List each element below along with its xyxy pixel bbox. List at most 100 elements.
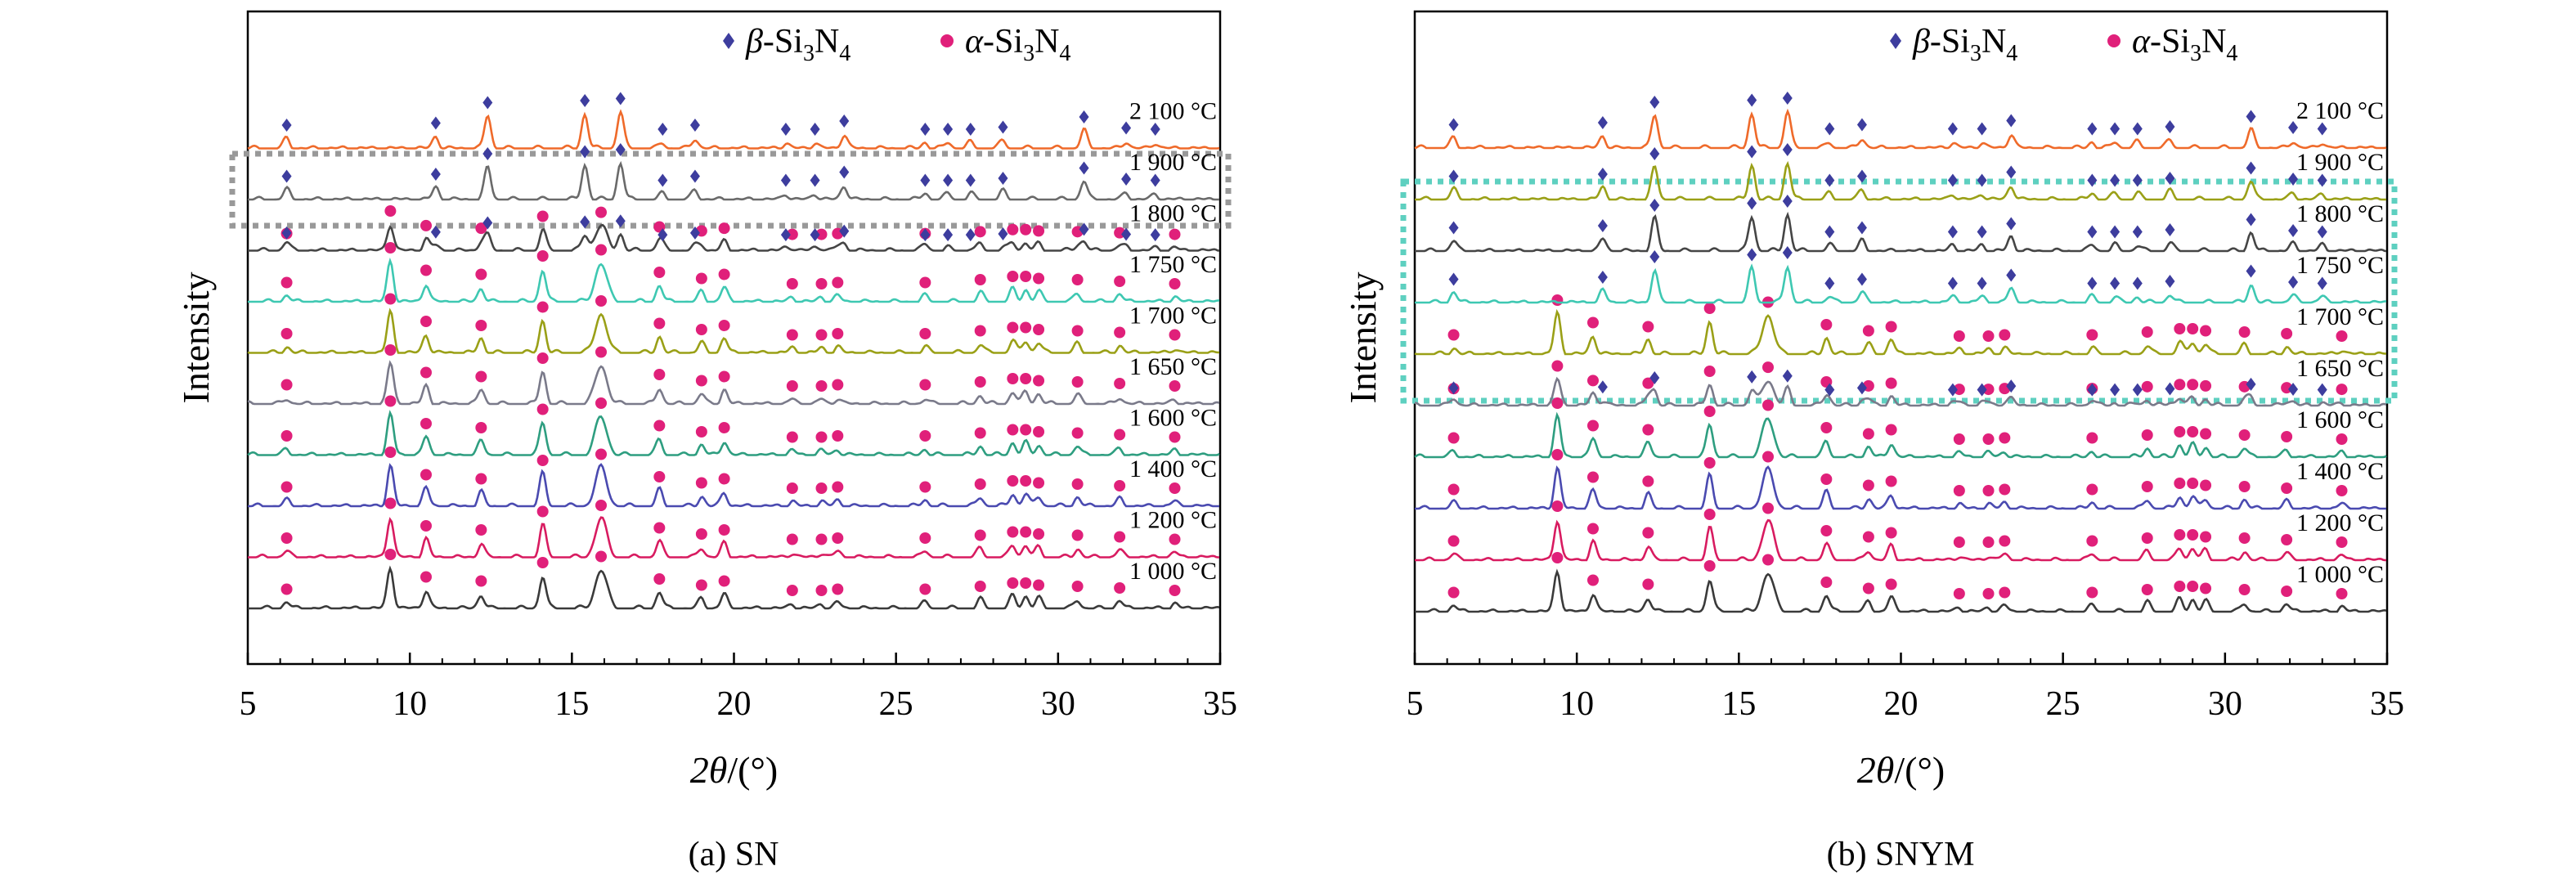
alpha-marker	[2174, 478, 2186, 489]
alpha-marker	[919, 583, 931, 595]
beta-marker	[1782, 195, 1793, 208]
x-tick-label: 15	[554, 685, 589, 723]
beta-marker	[998, 120, 1008, 134]
beta-marker	[1782, 92, 1793, 105]
alpha-marker	[718, 222, 730, 235]
alpha-marker	[653, 522, 666, 534]
alpha-marker	[1020, 475, 1032, 487]
x-tick-label: 35	[1203, 685, 1237, 723]
alpha-marker	[653, 420, 666, 432]
alpha-marker	[1020, 526, 1032, 538]
alpha-marker	[786, 228, 798, 240]
alpha-marker	[1953, 536, 1965, 548]
x-tick-label: 35	[2370, 685, 2404, 723]
series-line-1400C	[1415, 465, 2386, 510]
beta-marker	[810, 173, 820, 187]
beta-marker	[2317, 383, 2327, 397]
alpha-marker	[2187, 529, 2199, 541]
beta-marker	[2087, 383, 2098, 397]
beta-marker	[580, 94, 590, 107]
alpha-marker	[2200, 325, 2212, 337]
alpha-marker	[786, 585, 798, 596]
beta-marker	[657, 228, 668, 242]
alpha-marker	[1703, 509, 1716, 520]
beta-marker	[580, 145, 590, 159]
beta-marker	[1597, 271, 1608, 284]
beta-marker	[2288, 224, 2299, 237]
beta-marker	[1597, 380, 1608, 394]
beta-marker	[689, 119, 700, 132]
beta-marker	[1448, 221, 1459, 235]
alpha-marker	[1033, 528, 1045, 540]
beta-marker	[2132, 173, 2143, 187]
alpha-marker	[1007, 475, 1019, 487]
alpha-marker	[815, 228, 828, 240]
alpha-marker	[2141, 584, 2153, 595]
y-axis-title: Intensity	[175, 272, 217, 404]
beta-marker	[1597, 116, 1608, 129]
alpha-marker	[1447, 329, 1460, 341]
alpha-marker	[695, 426, 707, 438]
alpha-marker	[595, 448, 608, 460]
beta-marker	[2087, 122, 2098, 136]
beta-marker	[2087, 225, 2098, 239]
alpha-marker	[786, 482, 798, 494]
beta-marker	[1747, 145, 1757, 159]
series-line-1750C	[1415, 263, 2387, 304]
alpha-marker	[832, 481, 844, 493]
alpha-marker	[1703, 560, 1716, 572]
alpha-marker	[475, 222, 487, 235]
alpha-marker	[384, 344, 397, 356]
alpha-marker	[1007, 577, 1019, 589]
alpha-marker	[1020, 223, 1032, 236]
beta-marker	[1824, 122, 1835, 136]
beta-marker	[1782, 246, 1793, 259]
alpha-marker	[1982, 485, 1995, 496]
beta-marker	[2165, 382, 2175, 396]
alpha-marker	[536, 455, 549, 466]
series-line-1200C	[248, 516, 1219, 559]
beta-marker	[281, 169, 292, 183]
alpha-marker	[974, 226, 986, 238]
beta-marker	[1649, 147, 1660, 160]
beta-marker	[1649, 250, 1660, 263]
beta-marker	[1079, 222, 1089, 236]
alpha-marker	[2336, 330, 2348, 342]
alpha-marker	[420, 219, 432, 231]
alpha-marker	[2238, 584, 2251, 595]
series-temp-label: 1 700 °C	[2296, 303, 2384, 330]
beta-marker	[657, 123, 668, 136]
beta-marker	[615, 92, 626, 105]
alpha-marker	[384, 293, 397, 305]
alpha-marker	[1071, 478, 1084, 490]
alpha-marker	[475, 422, 487, 433]
beta-marker	[998, 227, 1008, 240]
alpha-marker	[815, 431, 828, 443]
alpha-marker	[2174, 581, 2186, 592]
beta-marker	[2087, 173, 2098, 187]
alpha-marker	[1982, 330, 1995, 342]
beta-marker	[1824, 173, 1835, 187]
beta-marker	[657, 173, 668, 187]
alpha-marker	[786, 278, 798, 289]
alpha-marker	[1551, 552, 1564, 563]
beta-marker	[2110, 276, 2120, 290]
alpha-marker	[1551, 397, 1564, 409]
legend-beta-label: β-Si3N4	[1912, 23, 2017, 66]
alpha-marker	[1007, 223, 1019, 236]
beta-marker	[943, 228, 954, 242]
series-temp-label: 1 750 °C	[2296, 252, 2384, 279]
alpha-marker	[384, 395, 397, 407]
alpha-marker	[2238, 429, 2251, 441]
beta-marker	[1121, 121, 1132, 135]
series-line-1750C	[248, 257, 1220, 303]
alpha-marker	[1114, 531, 1126, 543]
series-line-1000C	[1415, 568, 2387, 613]
plot-frame	[246, 10, 1222, 666]
alpha-marker	[653, 317, 666, 330]
beta-marker	[2317, 122, 2327, 136]
alpha-marker	[595, 500, 608, 511]
alpha-marker	[1169, 482, 1181, 494]
alpha-marker	[832, 430, 844, 442]
beta-marker	[2165, 275, 2175, 288]
